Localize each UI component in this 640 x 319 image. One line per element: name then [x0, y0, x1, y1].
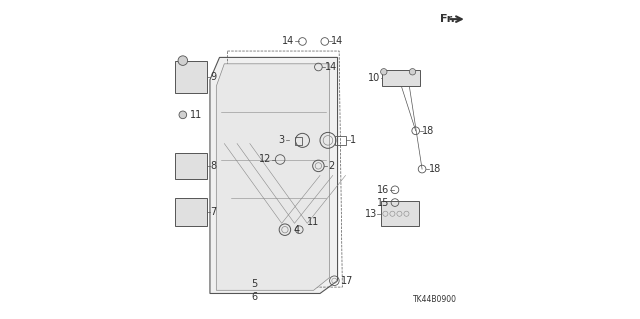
Bar: [296, 137, 303, 145]
Text: 14: 14: [282, 36, 294, 47]
Text: 3: 3: [279, 135, 285, 145]
Text: 10: 10: [368, 73, 380, 83]
Text: 17: 17: [340, 276, 353, 286]
Bar: [175, 61, 207, 93]
Text: 18: 18: [422, 126, 435, 136]
Bar: [382, 70, 420, 86]
Text: 5: 5: [252, 279, 258, 289]
Text: 1: 1: [350, 135, 356, 145]
Circle shape: [381, 69, 387, 75]
Text: 13: 13: [365, 209, 377, 219]
Polygon shape: [210, 57, 337, 293]
Text: 16: 16: [378, 185, 390, 195]
Text: 8: 8: [210, 161, 216, 171]
Bar: [335, 136, 346, 145]
Text: 14: 14: [331, 36, 344, 47]
Text: 12: 12: [259, 154, 271, 165]
Text: TK44B0900: TK44B0900: [413, 295, 457, 304]
Text: 2: 2: [328, 161, 334, 171]
Text: Fr.: Fr.: [440, 14, 454, 24]
Bar: [381, 201, 419, 226]
Circle shape: [179, 111, 187, 119]
Text: 11: 11: [307, 217, 319, 227]
Bar: [175, 198, 207, 226]
Text: 6: 6: [252, 292, 258, 302]
Bar: [175, 153, 207, 179]
Circle shape: [410, 69, 416, 75]
Text: 11: 11: [190, 110, 202, 120]
Text: 14: 14: [324, 62, 337, 72]
Text: 18: 18: [428, 164, 441, 174]
Text: 15: 15: [377, 197, 390, 208]
Text: 4: 4: [294, 225, 300, 235]
Circle shape: [178, 56, 188, 65]
Polygon shape: [216, 64, 330, 290]
Text: 7: 7: [210, 207, 216, 217]
Text: 9: 9: [210, 71, 216, 82]
